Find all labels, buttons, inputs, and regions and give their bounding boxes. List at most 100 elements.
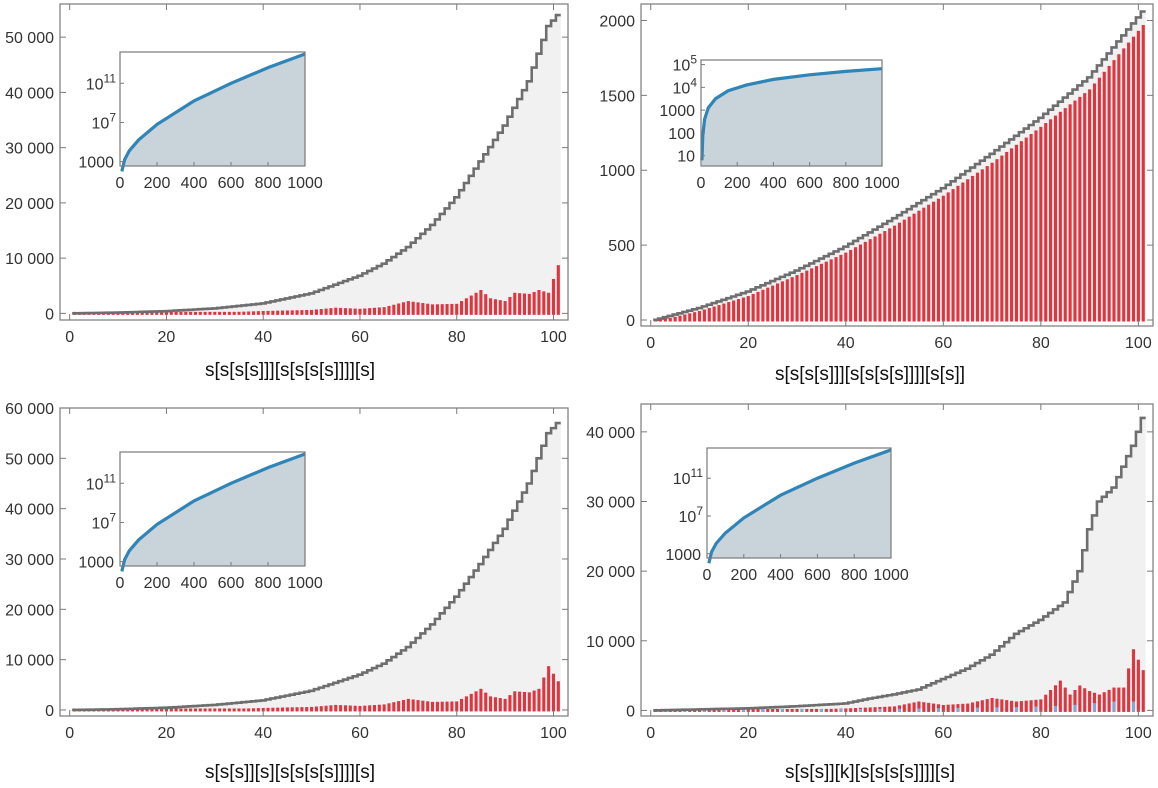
bar (936, 198, 941, 322)
bar (971, 702, 975, 712)
bar (785, 708, 789, 712)
bar (426, 303, 430, 315)
bar (416, 302, 420, 315)
bar (343, 705, 347, 712)
bar (1034, 130, 1038, 322)
bar-secondary (1054, 705, 1057, 712)
bar (756, 708, 760, 712)
bar (281, 310, 285, 315)
bar (193, 708, 198, 712)
bar (372, 307, 377, 315)
bar (1078, 96, 1082, 322)
bar (858, 244, 862, 322)
bar (761, 289, 765, 322)
bar (893, 225, 897, 322)
inset-area (121, 453, 305, 572)
bar (324, 308, 328, 315)
bar (824, 261, 828, 322)
bar (208, 311, 212, 315)
inset-y-tick-label: 1000 (78, 555, 114, 572)
bar (305, 310, 309, 315)
bar (800, 272, 804, 322)
bar (985, 166, 989, 322)
bar (1131, 36, 1136, 322)
bar (1092, 692, 1097, 712)
y-tick-label: 2000 (599, 13, 635, 30)
inset-x-tick-label: 400 (767, 567, 794, 584)
x-tick-label: 40 (254, 725, 272, 742)
bar (995, 698, 999, 712)
bar (853, 247, 858, 322)
bar (464, 298, 468, 315)
bar (218, 311, 222, 315)
bar (324, 705, 328, 712)
xlabel-top-right: s[s[s[s]]][s[s[s[s]]]][s[s]] (774, 364, 966, 385)
x-tick-label: 100 (540, 725, 567, 742)
bar (261, 707, 265, 712)
bar (392, 702, 396, 712)
bar (732, 300, 736, 322)
bar (927, 204, 931, 322)
bar (527, 293, 531, 315)
bar (426, 701, 430, 712)
bar (868, 707, 872, 712)
bar (222, 311, 227, 315)
inset-x-tick-label: 600 (218, 175, 245, 192)
bar (169, 311, 173, 315)
bar (290, 707, 294, 712)
bar (810, 708, 814, 712)
bar (503, 301, 507, 315)
bar (464, 696, 468, 712)
x-tick-label: 0 (65, 329, 74, 346)
bar (542, 677, 546, 712)
bar (863, 241, 867, 322)
inset-y-tick-label: 1000 (78, 155, 114, 172)
bar (756, 291, 760, 322)
inset-area (121, 53, 305, 172)
inset-x-tick-label: 200 (144, 175, 171, 192)
inset-x-tick-label: 0 (116, 175, 125, 192)
bar (1063, 687, 1067, 712)
y-tick-label: 10 000 (5, 251, 54, 268)
bar (751, 293, 755, 322)
bar (1097, 694, 1101, 712)
x-tick-label: 60 (351, 725, 369, 742)
bar (232, 708, 236, 712)
bar-secondary (1073, 704, 1077, 712)
bar (189, 311, 193, 315)
inset-y-tick-label: 1011 (86, 471, 117, 493)
inset-curve (700, 67, 883, 161)
bar (155, 708, 159, 712)
bar (145, 311, 149, 315)
inset-y-tick-label: 107 (92, 510, 117, 532)
bar (883, 706, 887, 712)
bar (873, 707, 877, 712)
bar (805, 270, 809, 322)
bar (961, 703, 965, 712)
x-tick-label: 60 (351, 329, 369, 346)
bar (135, 311, 139, 315)
bar (222, 708, 227, 712)
bar (339, 705, 343, 712)
y-tick-label: 30 000 (5, 552, 54, 569)
bar (907, 216, 911, 322)
bar (888, 706, 892, 712)
cumulative-step-line (72, 13, 561, 315)
bar (717, 708, 721, 712)
bar (693, 312, 697, 322)
inset-frame (700, 59, 883, 167)
bar (460, 301, 464, 315)
bar (912, 702, 916, 712)
bar-secondary (917, 708, 921, 712)
bar (179, 708, 183, 712)
bar-secondary (741, 708, 745, 712)
bar (741, 297, 745, 322)
bar (1117, 54, 1121, 322)
bar (1005, 700, 1009, 712)
bar (1102, 692, 1106, 712)
bar (1083, 93, 1087, 322)
inset-frame (119, 451, 306, 567)
y-tick-label: 1000 (599, 163, 635, 180)
bar (941, 704, 945, 712)
